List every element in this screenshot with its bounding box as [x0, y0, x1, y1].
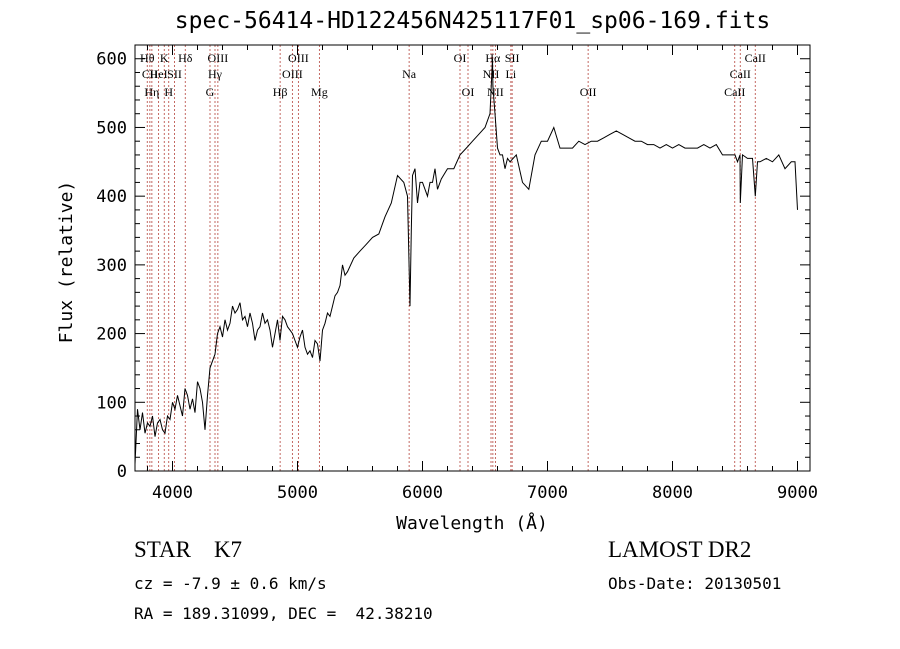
x-tick-label: 6000 — [402, 483, 443, 503]
x-tick-label: 8000 — [652, 483, 693, 503]
y-axis: 0 100 200 300 400 500 600 — [96, 50, 810, 482]
line-label: SII — [167, 67, 182, 81]
line-label: Hγ — [208, 67, 223, 81]
object-class: STAR K7 — [134, 537, 243, 562]
line-markers — [146, 45, 756, 471]
line-label: OIII — [208, 51, 229, 65]
observation-date: Obs-Date: 20130501 — [608, 574, 782, 593]
line-label: OI — [462, 85, 475, 99]
x-tick-label: 4000 — [152, 483, 193, 503]
y-tick-label: 500 — [96, 118, 127, 138]
x-tick-label: 7000 — [527, 483, 568, 503]
line-label: CaII — [745, 51, 766, 65]
line-labels: Hθ CII Hη HeI K H SII Hδ G Hγ OIII Hβ OIII OIII Mg Na OI… — [140, 51, 766, 99]
line-label: SII — [505, 51, 520, 65]
line-label: Hβ — [273, 85, 288, 99]
redshift-cz: cz = -7.9 ± 0.6 km/s — [134, 574, 327, 593]
y-tick-label: 100 — [96, 393, 127, 413]
chart-title: spec-56414-HD122456N425117F01_sp06-169.f… — [174, 8, 771, 34]
x-axis-label: Wavelength (Å) — [396, 512, 548, 534]
line-label: OI — [454, 51, 467, 65]
line-label: CII — [142, 67, 158, 81]
line-label: OII — [580, 85, 597, 99]
line-label: Mg — [311, 85, 328, 99]
line-label: OIII — [288, 51, 309, 65]
line-label: Hη — [144, 85, 159, 99]
spectrum-line — [134, 58, 798, 465]
coordinates: RA = 189.31099, DEC = 42.38210 — [134, 604, 433, 623]
y-axis-label: Flux (relative) — [56, 181, 77, 344]
line-label: Li — [506, 67, 517, 81]
line-label: Na — [402, 67, 417, 81]
line-label: OIII — [282, 67, 303, 81]
line-label: Hα — [485, 51, 501, 65]
line-label: NII — [483, 67, 500, 81]
y-tick-label: 200 — [96, 325, 127, 345]
line-label: K — [160, 51, 169, 65]
x-tick-label: 9000 — [777, 483, 818, 503]
plot-frame — [134, 44, 811, 472]
survey-name: LAMOST DR2 — [608, 537, 752, 562]
line-label: H — [164, 85, 173, 99]
y-tick-label: 0 — [117, 462, 127, 482]
x-axis: 4000 5000 6000 7000 8000 9000 — [147, 45, 818, 503]
line-label: HeI — [150, 67, 168, 81]
line-label: Hθ — [140, 51, 155, 65]
line-label: CaII — [730, 67, 751, 81]
line-label: CaII — [724, 85, 745, 99]
y-tick-label: 300 — [96, 256, 127, 276]
line-label: Hδ — [178, 51, 193, 65]
line-label: NII — [487, 85, 504, 99]
y-tick-label: 600 — [96, 50, 127, 70]
line-label: G — [206, 85, 215, 99]
y-tick-label: 400 — [96, 187, 127, 207]
x-tick-label: 5000 — [277, 483, 318, 503]
